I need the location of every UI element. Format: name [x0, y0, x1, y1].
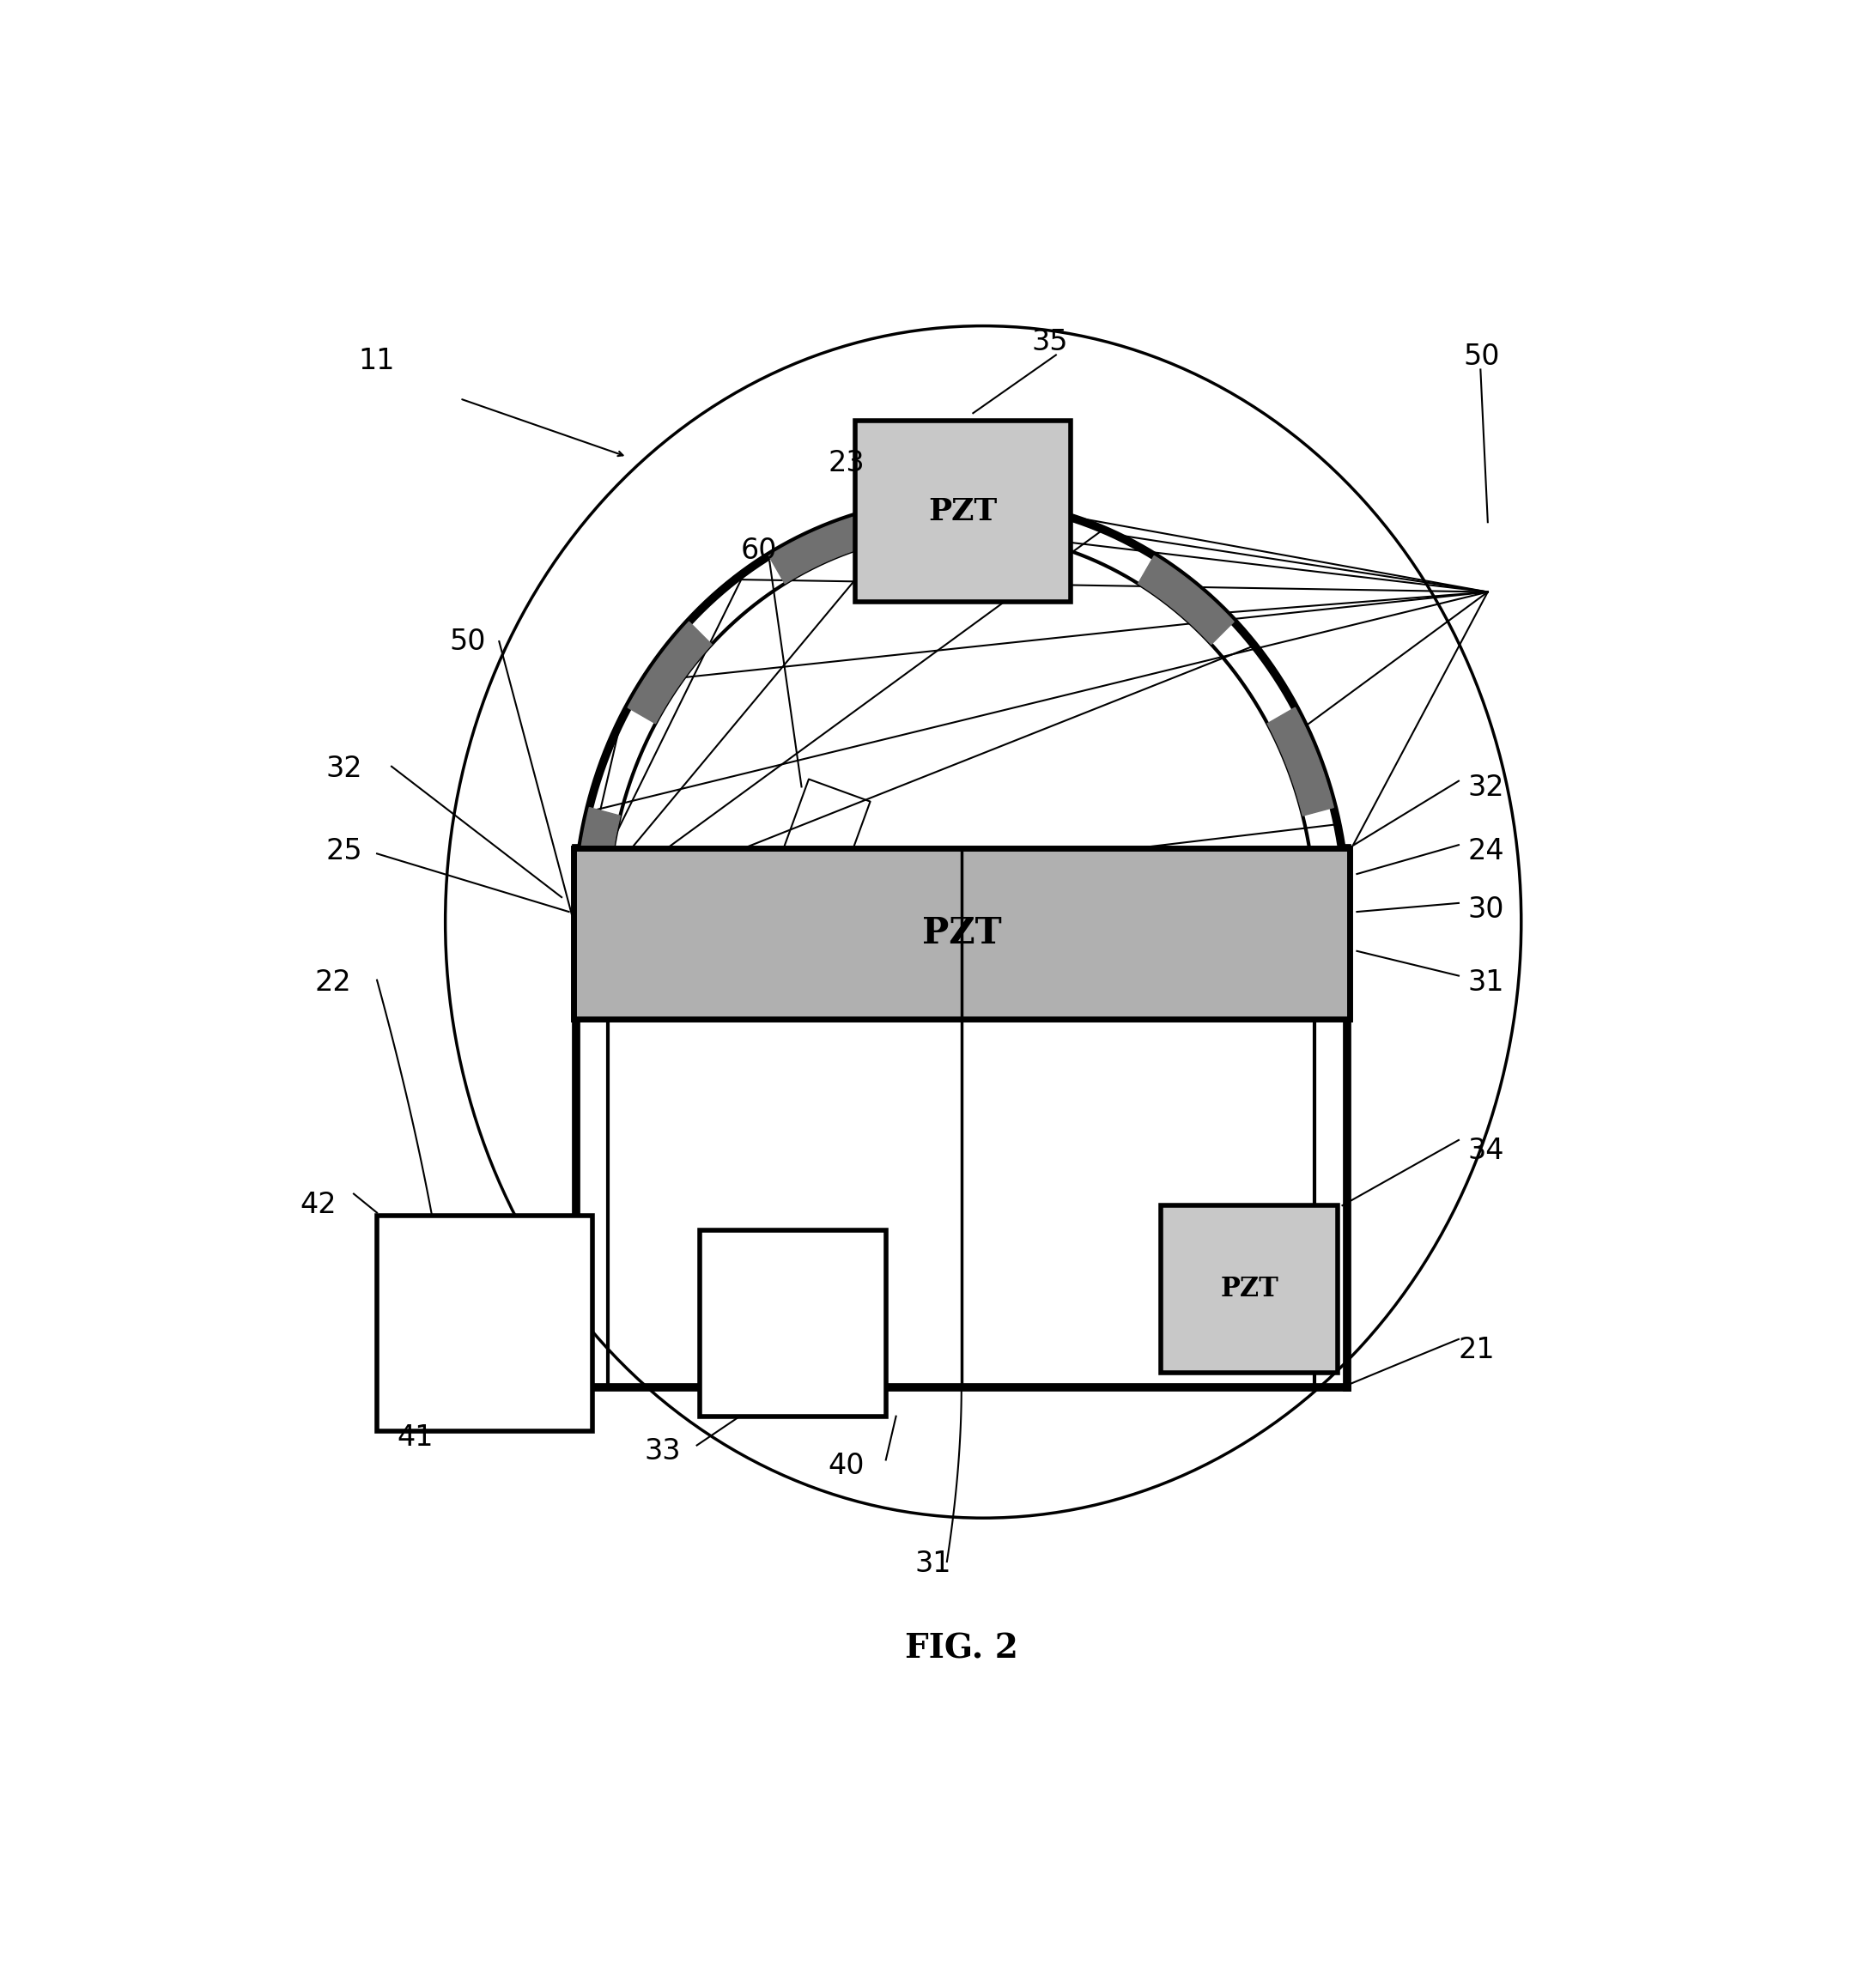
Text: FIG. 2: FIG. 2	[904, 1633, 1019, 1665]
Text: 22: 22	[315, 968, 351, 996]
Polygon shape	[576, 807, 621, 915]
Text: 41: 41	[398, 1423, 433, 1452]
Text: 32: 32	[326, 754, 362, 782]
Text: 25: 25	[326, 837, 362, 865]
Text: PZT: PZT	[1219, 1276, 1278, 1302]
Bar	[1161, 1206, 1338, 1373]
Text: 23: 23	[827, 448, 865, 478]
Text: PZT: PZT	[929, 496, 998, 526]
Text: 32: 32	[1467, 774, 1505, 802]
Text: 40: 40	[827, 1452, 865, 1480]
Text: 34: 34	[1467, 1137, 1505, 1165]
Bar	[574, 847, 1349, 1020]
Text: 31: 31	[915, 1550, 951, 1577]
Text: 33: 33	[645, 1438, 681, 1466]
Text: 35: 35	[1032, 327, 1067, 357]
Text: 50: 50	[1463, 343, 1499, 371]
Text: 31: 31	[1467, 968, 1505, 996]
Text: 30: 30	[1467, 895, 1505, 925]
Text: 42: 42	[300, 1190, 336, 1218]
Bar	[855, 421, 1071, 601]
Text: 21: 21	[1460, 1335, 1495, 1365]
Text: PZT: PZT	[921, 915, 1002, 952]
Text: 60: 60	[741, 536, 777, 565]
Polygon shape	[628, 621, 711, 724]
Text: 24: 24	[1467, 837, 1505, 865]
Bar	[700, 1230, 885, 1417]
Polygon shape	[1139, 556, 1234, 645]
Polygon shape	[1268, 708, 1334, 815]
Text: 11: 11	[358, 347, 394, 375]
Polygon shape	[962, 500, 1062, 546]
Polygon shape	[769, 514, 870, 583]
Bar	[377, 1216, 593, 1430]
Text: 50: 50	[450, 627, 486, 657]
